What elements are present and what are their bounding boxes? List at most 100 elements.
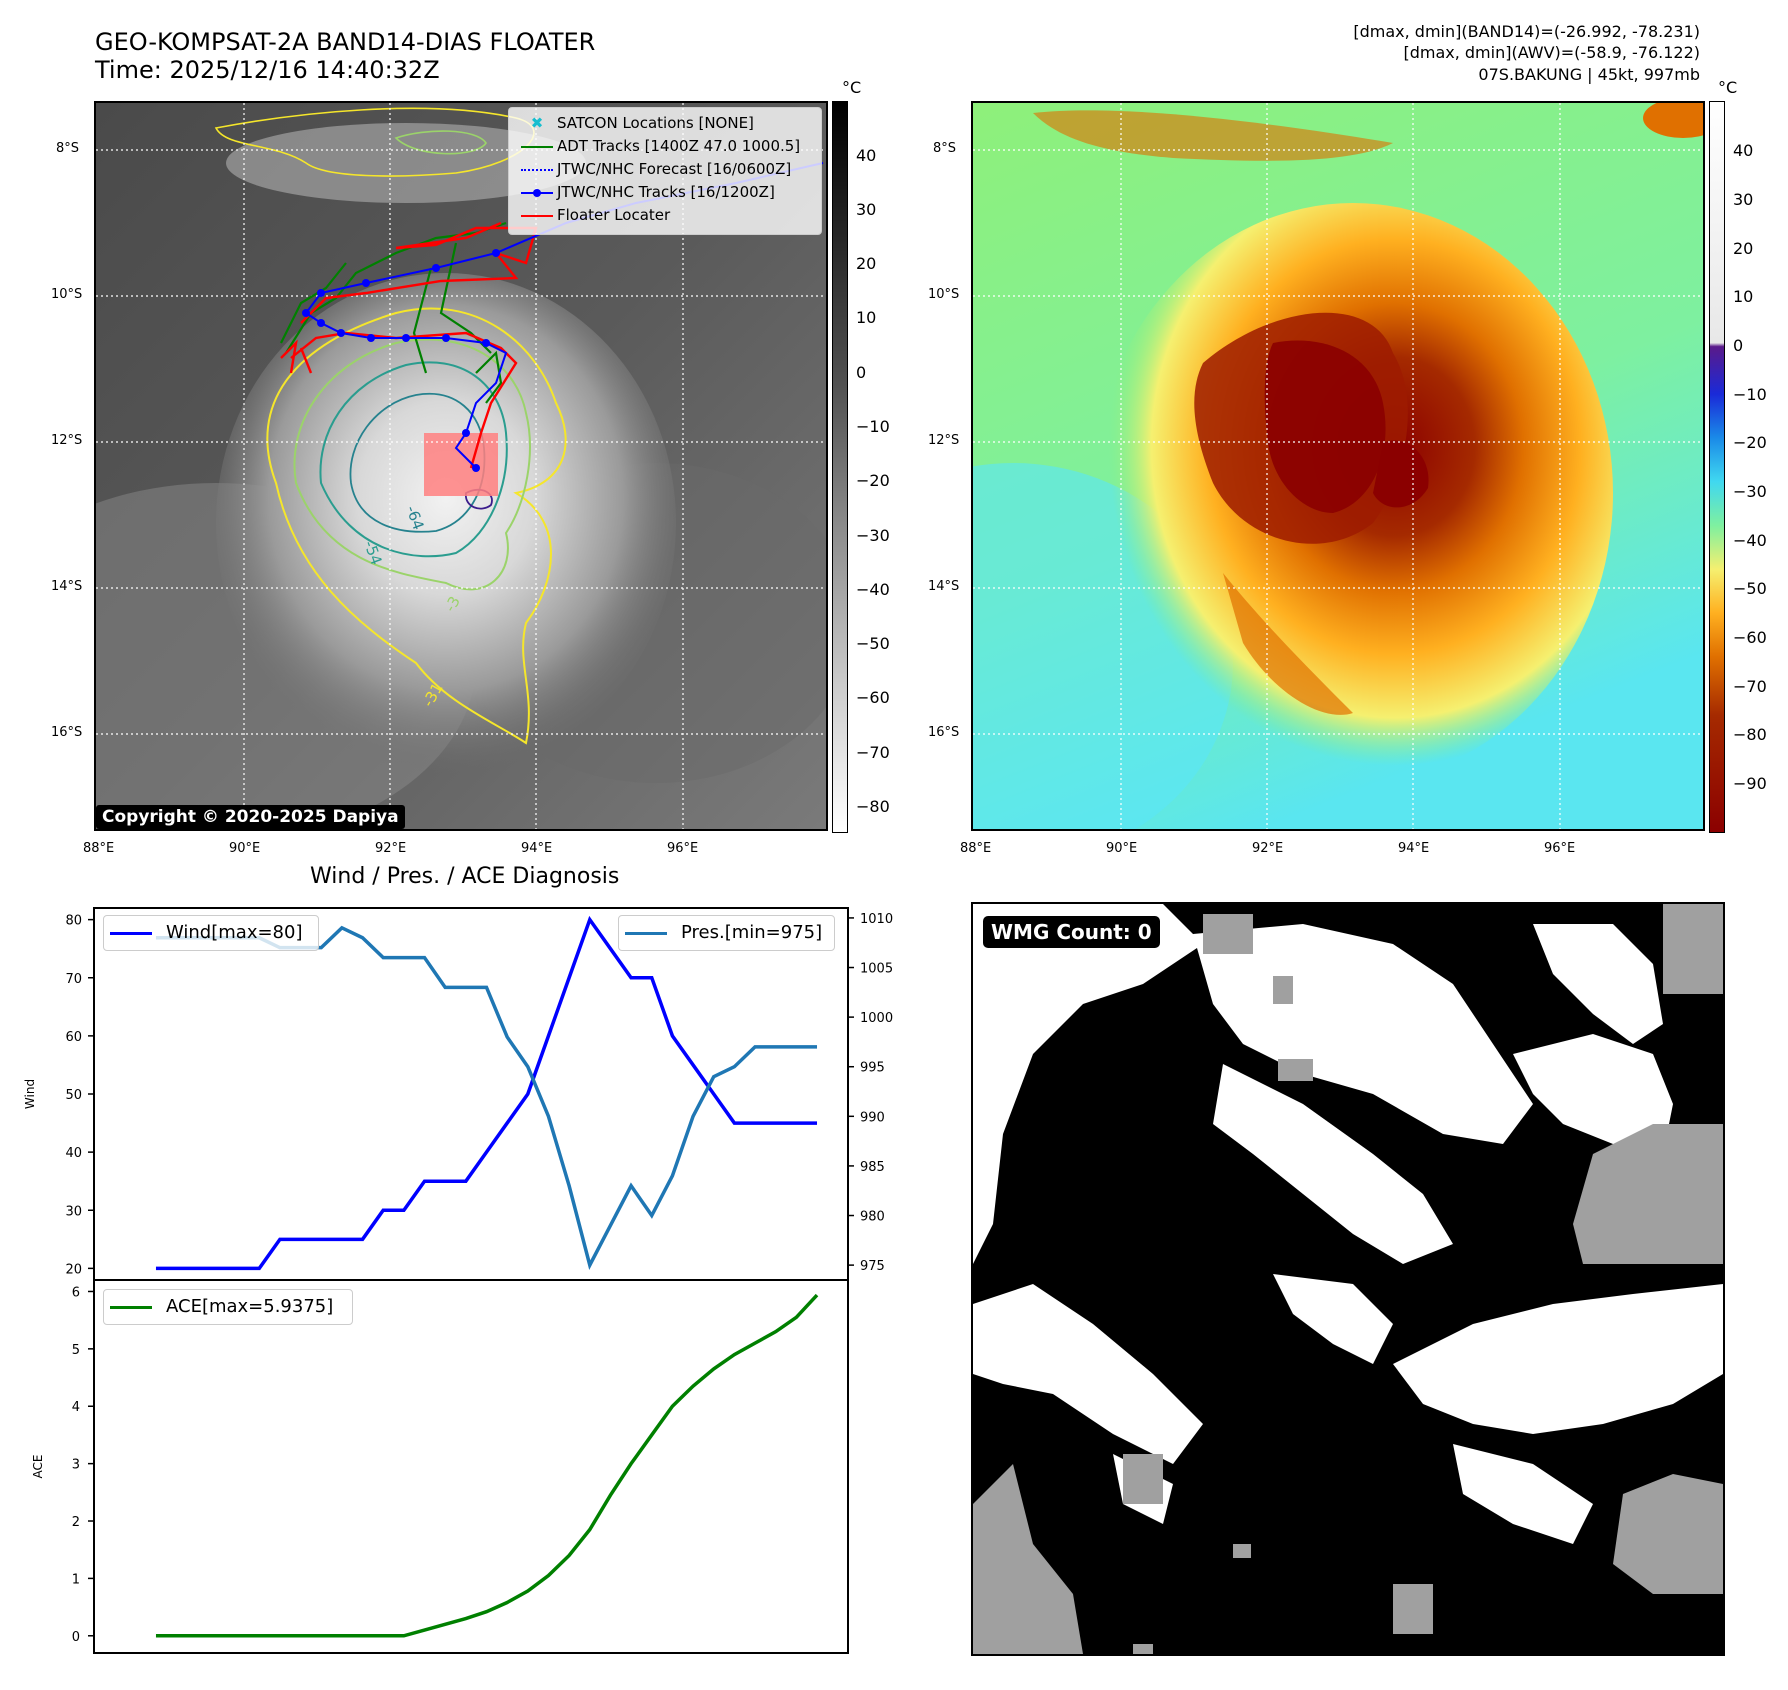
colorbar-color-unit: °C	[1718, 78, 1738, 97]
lon-label: 94°E	[1398, 841, 1430, 856]
legend-floater: Floater Locater	[517, 206, 670, 224]
ace-plot-frame	[93, 1279, 849, 1654]
wind-series-line	[155, 915, 818, 1271]
cb-color-tick: 10	[1733, 287, 1754, 306]
copyright-label: Copyright © 2020-2025 Dapiya	[96, 805, 405, 829]
info-band14: [dmax, dmin](BAND14)=(-26.992, -78.231)	[1353, 22, 1700, 41]
lat-label: 16°S	[51, 725, 83, 740]
ace-chart: 0 1 2 3 4 5 6 ACE	[31, 1279, 849, 1654]
cb-gray-tick: −80	[856, 797, 890, 816]
wind-pressure-chart: 20 30 40 50 60 70 80 975 980 985 990 995 1000 1005 101…	[23, 907, 893, 1281]
chart-title-line2: Time: 2025/12/16 14:40:32Z	[95, 56, 440, 84]
jtwc-line-icon	[521, 188, 553, 197]
wind-legend-label: Wind[max=80]	[166, 922, 303, 943]
lon-label: 90°E	[1106, 841, 1138, 856]
lon-label: 94°E	[521, 841, 553, 856]
pressure-ytick-label: 990	[860, 1110, 885, 1125]
lat-label: 12°S	[928, 433, 960, 448]
cb-gray-tick: −60	[856, 688, 890, 707]
ace-axis-label: ACE	[31, 1455, 45, 1479]
cb-color-tick: −80	[1733, 725, 1767, 744]
cb-color-tick: −60	[1733, 628, 1767, 647]
chart-title-line1: GEO-KOMPSAT-2A BAND14-DIAS FLOATER	[95, 28, 596, 56]
diagnosis-charts: 2030405060708097598098599099510001005101…	[23, 907, 893, 1654]
cb-gray-tick: −10	[856, 417, 890, 436]
map-legend: ✖ SATCON Locations [NONE] ADT Tracks [140…	[508, 107, 822, 235]
adt-line-icon	[521, 145, 553, 148]
pressure-series-line	[155, 925, 818, 1270]
lon-label: 92°E	[1252, 841, 1284, 856]
floater-line-icon	[521, 214, 553, 217]
lon-label: 96°E	[667, 841, 699, 856]
ace-ytick-label: 6	[72, 1285, 80, 1300]
lon-label: 88°E	[83, 841, 115, 856]
cb-color-tick: 20	[1733, 239, 1754, 258]
cb-color-tick: −40	[1733, 531, 1767, 550]
legend-adt: ADT Tracks [1400Z 47.0 1000.5]	[517, 137, 800, 155]
cb-color-tick: −90	[1733, 774, 1767, 793]
cb-color-tick: −70	[1733, 677, 1767, 696]
cb-gray-tick: 30	[856, 200, 877, 219]
lon-label: 92°E	[375, 841, 407, 856]
cb-gray-tick: −30	[856, 526, 890, 545]
legend-jtwc: JTWC/NHC Tracks [16/1200Z]	[517, 183, 775, 201]
cb-gray-tick: 40	[856, 146, 877, 165]
lat-label: 16°S	[928, 725, 960, 740]
ace-series-line	[155, 1293, 819, 1638]
wmg-binary-panel: WMG Count: 0	[971, 902, 1725, 1656]
colorbar-gray	[832, 101, 848, 833]
wind-plot-frame	[93, 907, 849, 1281]
pressure-ytick-label: 1000	[860, 1011, 893, 1026]
wmg-binary-svg	[973, 904, 1723, 1654]
ace-legend: ACE[max=5.9375]	[103, 1289, 353, 1325]
pressure-ytick-label: 980	[860, 1210, 885, 1225]
ace-ytick-label: 2	[72, 1515, 80, 1530]
ace-legend-label: ACE[max=5.9375]	[166, 1296, 334, 1317]
wind-ytick-label: 40	[65, 1146, 82, 1161]
cb-gray-tick: −40	[856, 580, 890, 599]
forecast-line-icon	[521, 168, 553, 171]
wind-ytick-label: 60	[65, 1030, 82, 1045]
cb-color-tick: −20	[1733, 433, 1767, 452]
ace-ytick-label: 4	[72, 1400, 80, 1415]
wind-legend-line-icon	[110, 932, 152, 935]
cb-color-tick: 40	[1733, 141, 1754, 160]
lat-label: 14°S	[51, 579, 83, 594]
ace-ytick-label: 3	[72, 1458, 80, 1473]
cb-color-tick: −30	[1733, 482, 1767, 501]
colorbar-color	[1709, 101, 1725, 833]
cb-gray-tick: −70	[856, 743, 890, 762]
pressure-ytick-label: 975	[860, 1259, 885, 1274]
pressure-ytick-label: 985	[860, 1160, 885, 1175]
wmg-count-badge: WMG Count: 0	[983, 916, 1160, 948]
ir-color-svg	[973, 103, 1703, 829]
diagnosis-title: Wind / Pres. / ACE Diagnosis	[310, 864, 620, 889]
cb-color-tick: 0	[1733, 336, 1744, 355]
ace-ytick-label: 5	[72, 1343, 80, 1358]
ir-grayscale-map: -54 -64 -31 -3	[94, 101, 828, 831]
cb-gray-tick: −50	[856, 634, 890, 653]
pressure-legend: Pres.[min=975]	[618, 915, 835, 951]
lat-label: 12°S	[51, 433, 83, 448]
cb-gray-tick: 20	[856, 254, 877, 273]
pressure-ytick-label: 1010	[860, 912, 893, 927]
legend-forecast: JTWC/NHC Forecast [16/0600Z]	[517, 160, 791, 178]
pressure-legend-label: Pres.[min=975]	[681, 922, 823, 943]
wind-ytick-label: 80	[65, 914, 82, 929]
ace-legend-line-icon	[110, 1306, 152, 1309]
lon-label: 88°E	[960, 841, 992, 856]
satcon-marker-icon: ✖	[530, 114, 544, 132]
info-storm: 07S.BAKUNG | 45kt, 997mb	[1478, 65, 1700, 84]
cb-gray-tick: −20	[856, 471, 890, 490]
cb-gray-tick: 10	[856, 308, 877, 327]
lat-label: 14°S	[928, 579, 960, 594]
pressure-ytick-label: 995	[860, 1061, 885, 1076]
wind-axis-label: Wind	[23, 1079, 37, 1109]
lat-label: 8°S	[56, 141, 80, 156]
ir-color-map	[971, 101, 1705, 831]
wind-ytick-label: 50	[65, 1088, 82, 1103]
wind-ytick-label: 30	[65, 1204, 82, 1219]
wind-ytick-label: 70	[65, 972, 82, 987]
legend-satcon: ✖ SATCON Locations [NONE]	[517, 114, 754, 132]
cb-color-tick: −10	[1733, 385, 1767, 404]
